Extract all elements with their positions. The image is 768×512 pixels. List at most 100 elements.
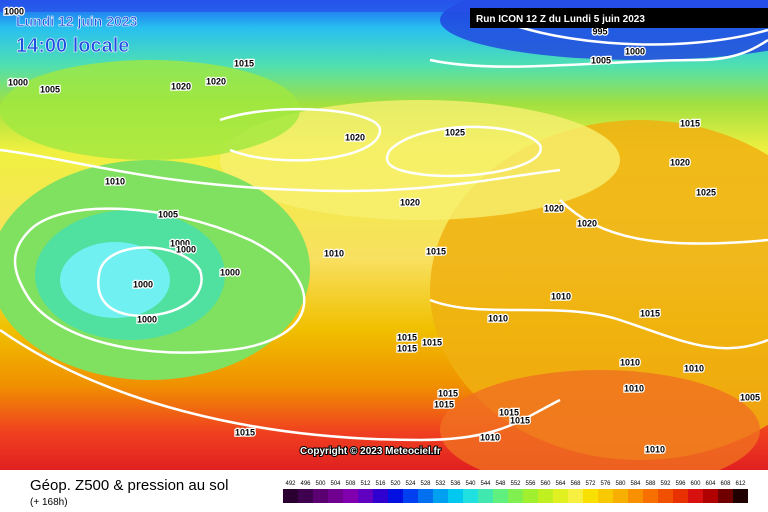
isobar-label: 1010 xyxy=(488,313,508,323)
isobar-label: 1015 xyxy=(397,343,417,353)
field-area xyxy=(0,60,300,160)
scale-swatch xyxy=(688,489,703,503)
isobar-label: 1000 xyxy=(625,46,645,56)
scale-swatch xyxy=(298,489,313,503)
isobar-label: 1010 xyxy=(105,176,125,186)
isobar-label: 1015 xyxy=(640,308,660,318)
isobar-label: 1020 xyxy=(544,203,564,213)
isobar-label: 1020 xyxy=(345,132,365,142)
scale-swatch xyxy=(433,489,448,503)
isobar-label: 1015 xyxy=(426,246,446,256)
scale-swatch xyxy=(508,489,523,503)
scale-swatch xyxy=(613,489,628,503)
isobars xyxy=(0,18,768,442)
isobar-label: 1025 xyxy=(445,127,465,137)
scale-label: 612 xyxy=(735,481,746,487)
scale-swatch xyxy=(388,489,403,503)
date: Lundi 12 juin 2023 xyxy=(16,13,138,29)
scale-label: 512 xyxy=(360,481,371,487)
isobar-label: 1010 xyxy=(551,291,571,301)
scale-label: 536 xyxy=(450,481,461,487)
scale-label: 560 xyxy=(540,481,551,487)
scale-swatch xyxy=(583,489,598,503)
isobar xyxy=(0,148,561,193)
isobar xyxy=(499,18,768,46)
scale-label: 500 xyxy=(315,481,326,487)
scale-swatch xyxy=(733,489,748,503)
isobar xyxy=(559,199,768,245)
scale-swatch xyxy=(628,489,643,503)
scale-label: 524 xyxy=(405,481,416,487)
isobar xyxy=(429,298,768,350)
scale-swatch xyxy=(373,489,388,503)
isobar-label: 1020 xyxy=(206,76,226,86)
isobar xyxy=(97,246,203,318)
scale-label: 496 xyxy=(300,481,311,487)
isobar-label: 1000 xyxy=(170,238,190,248)
isobar xyxy=(429,38,768,68)
isobar-label: 1015 xyxy=(397,332,417,342)
isobar-label: 1015 xyxy=(438,388,458,398)
scale-label: 548 xyxy=(495,481,506,487)
scale-label: 564 xyxy=(555,481,566,487)
field-area xyxy=(440,370,760,490)
legend-title: Géop. Z500 & pression au sol xyxy=(30,477,228,494)
run-info: Run ICON 12 Z du Lundi 5 juin 2023 xyxy=(476,14,645,25)
scale-swatch xyxy=(718,489,733,503)
isobar-label: 1010 xyxy=(480,432,500,442)
scale-label: 584 xyxy=(630,481,641,487)
scale-label: 492 xyxy=(285,481,296,487)
scale-label: 532 xyxy=(435,481,446,487)
isobar-label: 1010 xyxy=(684,363,704,373)
isobar-label: 1020 xyxy=(171,81,191,91)
isobar-label: 1015 xyxy=(510,415,530,425)
scale-label: 572 xyxy=(585,481,596,487)
scale-swatch xyxy=(493,489,508,503)
isobar-label: 1010 xyxy=(645,444,665,454)
isobar-label: 1020 xyxy=(400,197,420,207)
scale-swatch xyxy=(598,489,613,503)
isobar-label: 1015 xyxy=(680,118,700,128)
copyright: Copyright © 2023 Meteociel.fr xyxy=(300,446,441,457)
scale-swatch xyxy=(478,489,493,503)
scale-swatch xyxy=(463,489,478,503)
scale-label: 600 xyxy=(690,481,701,487)
isobar-label: 1025 xyxy=(696,187,716,197)
isobar-label: 1000 xyxy=(137,314,157,324)
run-box xyxy=(470,8,768,28)
scale-swatch xyxy=(553,489,568,503)
scale-label: 580 xyxy=(615,481,626,487)
scale-swatch xyxy=(658,489,673,503)
scale-swatch xyxy=(523,489,538,503)
isobar-label: 1020 xyxy=(670,157,690,167)
isobar-label: 1005 xyxy=(591,55,611,65)
scale-label: 608 xyxy=(720,481,731,487)
scale-label: 520 xyxy=(390,481,401,487)
isobar-label: 1005 xyxy=(740,392,760,402)
scale-label: 568 xyxy=(570,481,581,487)
isobar-label: 1000 xyxy=(8,77,28,87)
scale-swatch xyxy=(328,489,343,503)
scale-label: 588 xyxy=(645,481,656,487)
scale-swatch xyxy=(568,489,583,503)
scale-label: 596 xyxy=(675,481,686,487)
isobar-label: 995 xyxy=(592,26,607,36)
isobar-label: 1000 xyxy=(220,267,240,277)
scale-swatch xyxy=(703,489,718,503)
isobar-label: 1015 xyxy=(499,407,519,417)
scale-label: 504 xyxy=(330,481,341,487)
isobar xyxy=(13,207,306,354)
isobar-label: 1000 xyxy=(133,279,153,289)
isobar-label: 1015 xyxy=(434,399,454,409)
isobar-label: 1000 xyxy=(176,244,196,254)
scale-label: 576 xyxy=(600,481,611,487)
isobar-label: 1010 xyxy=(620,357,640,367)
scale-swatch xyxy=(418,489,433,503)
isobar xyxy=(385,125,542,178)
scale-swatch xyxy=(538,489,553,503)
isobar-label: 1010 xyxy=(324,248,344,258)
scale-label: 556 xyxy=(525,481,536,487)
legend-subtitle: (+ 168h) xyxy=(30,497,68,508)
isobar-label: 1000 xyxy=(4,6,24,16)
